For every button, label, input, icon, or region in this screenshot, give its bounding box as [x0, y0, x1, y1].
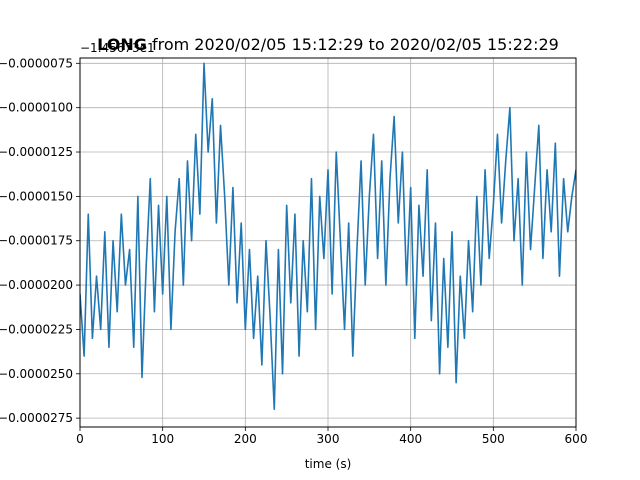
y-tick-label: −0.0000275 — [0, 411, 73, 425]
chart-title-bold: LONG — [97, 35, 147, 54]
y-axis: −0.0000075 −0.0000100 −0.0000125 −0.0000150… — [0, 56, 80, 425]
x-tick-label: 100 — [151, 432, 174, 446]
y-tick-label: −0.0000150 — [0, 189, 73, 203]
y-tick-label: −0.0000200 — [0, 278, 73, 292]
y-tick-label: −0.0000175 — [0, 234, 73, 248]
x-tick-label: 0 — [76, 432, 84, 446]
series-line — [80, 62, 576, 411]
x-tick-label: 500 — [482, 432, 505, 446]
x-tick-label: 600 — [565, 432, 588, 446]
grid-lines — [79, 58, 577, 427]
y-tick-label: −0.0000100 — [0, 101, 73, 115]
chart-title-rest: from 2020/02/05 15:12:29 to 2020/02/05 1… — [147, 35, 559, 54]
y-tick-label: −0.0000075 — [0, 56, 73, 70]
x-tick-label: 300 — [317, 432, 340, 446]
series-area — [80, 62, 576, 411]
x-tick-label: 400 — [399, 432, 422, 446]
y-offset-label: −1.45673e1 — [80, 41, 155, 55]
chart-title: LONG from 2020/02/05 15:12:29 to 2020/02… — [97, 35, 559, 54]
y-tick-label: −0.0000250 — [0, 367, 73, 381]
x-axis-label: time (s) — [305, 457, 352, 471]
x-axis: 0 100 200 300 400 500 600 — [76, 427, 587, 446]
y-tick-label: −0.0000225 — [0, 322, 73, 336]
y-tick-label: −0.0000125 — [0, 145, 73, 159]
x-tick-label: 200 — [234, 432, 257, 446]
